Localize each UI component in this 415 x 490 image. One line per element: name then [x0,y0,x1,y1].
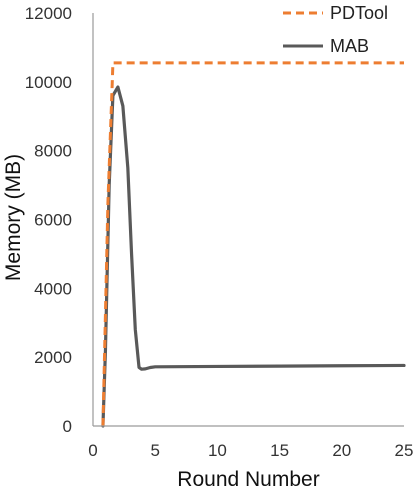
x-tick-label: 15 [270,441,289,460]
series-layer [101,61,406,428]
x-axis-title: Round Number [177,468,319,490]
y-tick-label: 8000 [34,142,72,161]
y-tick-label: 12000 [25,4,72,23]
legend-label-pdtool: PDTool [330,3,388,23]
series-line-pdtool [101,61,404,427]
y-tick-label: 2000 [34,348,72,367]
x-tick-label: 10 [208,441,227,460]
x-tick-label: 5 [150,441,159,460]
legend: PDTool MAB [283,3,388,56]
x-tick-label: 20 [332,441,351,460]
y-tick-label: 10000 [25,73,72,92]
x-tick-label: 0 [88,441,97,460]
series-line-mab [101,85,406,428]
x-tick-label: 25 [395,441,414,460]
legend-label-mab: MAB [330,36,369,56]
y-axis-title: Memory (MB) [2,154,25,281]
y-tick-label: 4000 [34,279,72,298]
y-tick-label: 0 [63,417,72,436]
y-tick-labels: 0 2000 4000 6000 8000 10000 12000 [25,4,72,436]
y-tick-label: 6000 [34,211,72,230]
x-tick-labels: 0 5 10 15 20 25 [88,441,413,460]
